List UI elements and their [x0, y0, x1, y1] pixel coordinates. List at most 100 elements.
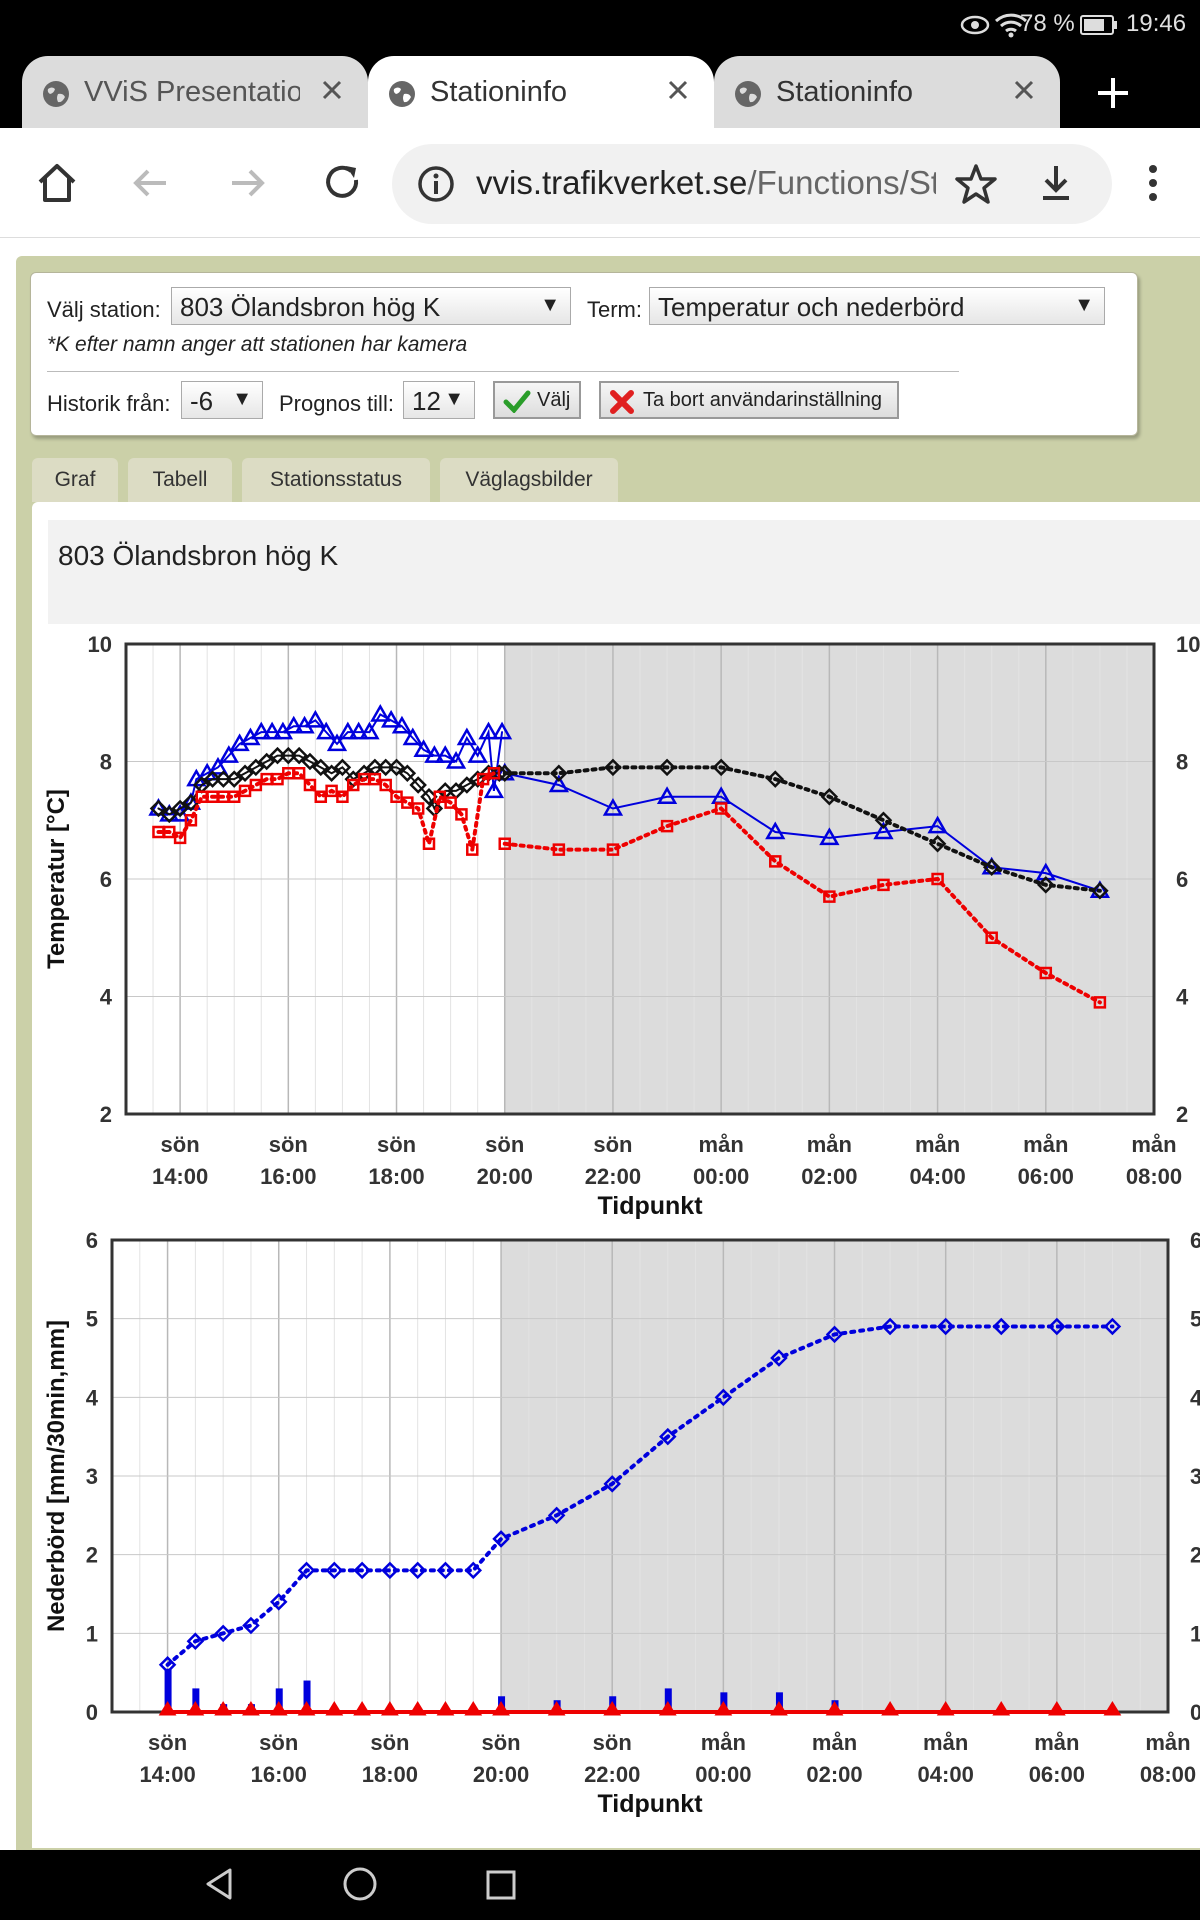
precip-xtick-time: 08:00	[1140, 1762, 1196, 1787]
temp-xtick-time: 22:00	[585, 1164, 641, 1189]
temp-xtick-day: sön	[485, 1132, 524, 1157]
precip-zero-point	[269, 1701, 288, 1716]
browser-tab-stationinfo-active[interactable]: Stationinfo	[368, 56, 714, 128]
back-arrow-icon[interactable]	[126, 158, 176, 208]
url-path: /Functions/Station	[747, 164, 936, 201]
temp-xtick-time: 00:00	[693, 1164, 749, 1189]
precip-zero-point	[158, 1701, 177, 1716]
close-tab-icon[interactable]	[314, 72, 350, 108]
menu-kebab-icon[interactable]	[1128, 158, 1178, 208]
temp-series-4-point	[411, 802, 425, 815]
forward-arrow-icon[interactable]	[222, 158, 272, 208]
precip-xtick-day: mån	[1034, 1730, 1079, 1755]
temp-series-3-point	[604, 758, 622, 777]
precip-accumulated-point	[464, 1561, 483, 1580]
navigation-bar	[0, 1850, 1200, 1920]
precip-zero-point	[464, 1701, 483, 1716]
temp-series-4-point	[303, 778, 317, 792]
url-domain: vvis.trafikverket.se	[476, 164, 748, 201]
precip-ytick-right: 0	[1190, 1700, 1200, 1725]
tab-graf[interactable]: Graf	[32, 458, 118, 502]
address-bar[interactable]: vvis.trafikverket.se/Functions/Station	[392, 144, 1112, 224]
precip-zero-point	[297, 1701, 316, 1716]
temp-ytick: 4	[100, 985, 113, 1010]
temp-series-5-point	[660, 819, 674, 833]
temp-series-0-point	[402, 727, 423, 746]
temp-series-0-point	[283, 715, 304, 734]
term-select[interactable]: Temperatur och nederbörd ▼	[649, 287, 1105, 325]
precip-zero-point	[242, 1701, 260, 1716]
temp-series-3-point	[982, 858, 1001, 877]
temp-series-1-point	[873, 821, 894, 840]
term-select-value: Temperatur och nederbörd	[658, 292, 965, 322]
precip-xlabel: Tidpunkt	[597, 1790, 703, 1818]
precip-zero-point	[881, 1701, 899, 1716]
precip-accumulated-point	[436, 1561, 455, 1580]
back-nav-icon[interactable]	[200, 1864, 240, 1904]
history-select[interactable]: -6 ▼	[181, 381, 263, 419]
tab-tabell[interactable]: Tabell	[128, 458, 232, 502]
precip-xtick-day: sön	[593, 1730, 632, 1755]
close-tab-icon[interactable]	[660, 72, 696, 108]
reload-icon[interactable]	[318, 158, 368, 208]
tab-stationsstatus[interactable]: Stationsstatus	[242, 458, 430, 502]
temp-series-3-point	[874, 811, 893, 830]
temp-series-2-point	[398, 764, 417, 783]
red-x-icon	[610, 390, 634, 414]
temp-xtick-day: sön	[269, 1132, 308, 1157]
temp-series-5-point	[498, 837, 511, 850]
close-tab-icon[interactable]	[1006, 72, 1042, 108]
temp-series-2-point	[301, 752, 319, 771]
precip-ytick-right: 4	[1190, 1385, 1200, 1410]
temp-series-0-point	[218, 745, 239, 763]
precip-xtick-day: mån	[812, 1730, 857, 1755]
tab-vaglagsbilder[interactable]: Väglagsbilder	[440, 458, 618, 502]
status-bar: 78 % 19:46	[0, 0, 1200, 52]
precip-accumulated-point	[297, 1561, 316, 1580]
temp-series-2-point	[149, 799, 168, 818]
temp-series-3-point	[820, 787, 839, 806]
remove-setting-button[interactable]: Ta bort användarinställning	[599, 381, 899, 419]
recents-nav-icon[interactable]	[482, 1864, 522, 1904]
temp-series-4-point	[422, 837, 436, 850]
info-icon[interactable]	[416, 164, 456, 204]
temp-xtick-time: 02:00	[801, 1164, 857, 1189]
temp-series-4-point	[184, 814, 198, 827]
precip-zero-point	[603, 1701, 622, 1716]
temp-series-2-point	[387, 758, 406, 777]
temp-series-1-point	[602, 797, 624, 816]
select-button[interactable]: Välj	[493, 381, 581, 419]
temp-series-0-point	[305, 709, 326, 728]
temp-series-3-point	[658, 758, 676, 777]
temp-series-0-point	[348, 721, 369, 740]
browser-tab-stationinfo[interactable]: Stationinfo	[714, 56, 1060, 128]
star-icon[interactable]	[954, 162, 998, 206]
browser-tab-strip: VViS Presentation Stationinfo Stationinf…	[0, 52, 1200, 128]
download-icon[interactable]	[1034, 162, 1078, 206]
precip-ytick-right: 1	[1190, 1621, 1200, 1646]
temp-series-2-point	[236, 764, 254, 783]
temp-series-0-point	[261, 721, 283, 740]
new-tab-icon[interactable]	[1090, 70, 1136, 116]
temp-series-0-point	[316, 721, 337, 740]
precip-accumulated-point	[1048, 1317, 1066, 1336]
forecast-select[interactable]: 12 ▼	[403, 381, 475, 419]
home-nav-icon[interactable]	[340, 1862, 380, 1902]
history-select-value: -6	[190, 386, 214, 416]
precip-accumulated-point	[1103, 1317, 1122, 1336]
temp-series-1-point	[548, 774, 569, 793]
browser-tab-vvis[interactable]: VViS Presentation	[22, 56, 368, 128]
temp-series-0-point	[483, 780, 505, 799]
precip-intensity-bar	[303, 1680, 311, 1712]
camera-note: *K efter namn anger att stationen har ka…	[47, 333, 468, 356]
temp-series-3-point	[928, 834, 947, 853]
precip-zero-point	[186, 1701, 205, 1716]
station-select[interactable]: 803 Ölandsbron hög K ▼	[171, 287, 571, 325]
precip-zero-point	[992, 1701, 1011, 1716]
dropdown-arrow-icon: ▼	[444, 388, 464, 410]
temp-xtick-time: 14:00	[152, 1164, 208, 1189]
temp-series-2-point	[171, 799, 189, 818]
home-icon[interactable]	[32, 158, 82, 208]
wifi-icon	[994, 13, 1028, 38]
precip-xtick-time: 04:00	[918, 1762, 974, 1787]
